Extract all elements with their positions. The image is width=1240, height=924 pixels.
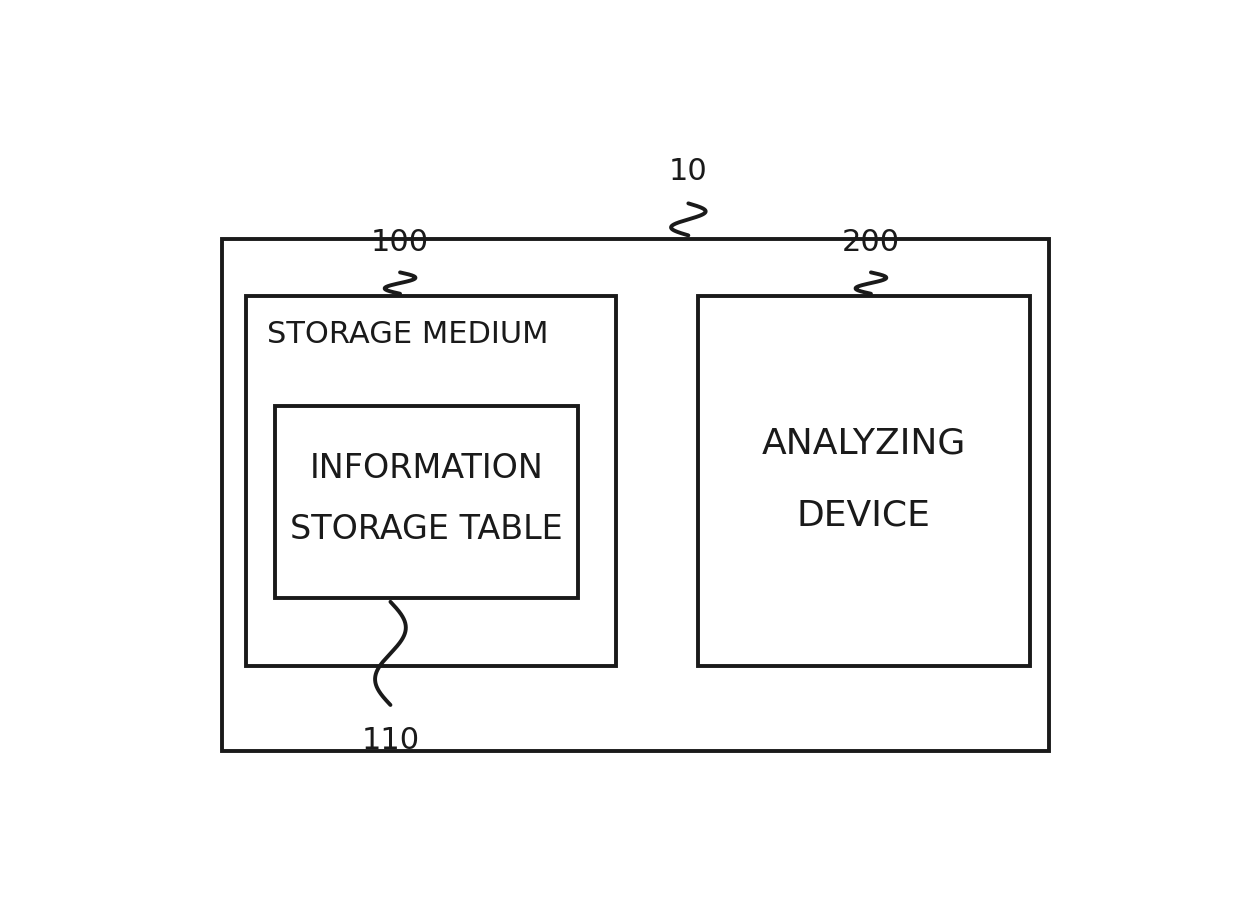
Bar	[275, 407, 578, 598]
Text: 100: 100	[371, 227, 429, 257]
Text: STORAGE TABLE: STORAGE TABLE	[290, 513, 563, 546]
Bar	[222, 239, 1049, 751]
Bar	[247, 296, 616, 666]
Bar	[698, 296, 1029, 666]
Text: 200: 200	[842, 227, 900, 257]
Text: INFORMATION: INFORMATION	[310, 452, 543, 484]
Text: 10: 10	[670, 156, 708, 186]
Text: STORAGE MEDIUM: STORAGE MEDIUM	[268, 321, 549, 349]
Text: DEVICE: DEVICE	[797, 498, 931, 532]
Text: 110: 110	[361, 726, 419, 755]
Text: ANALYZING: ANALYZING	[761, 427, 966, 461]
